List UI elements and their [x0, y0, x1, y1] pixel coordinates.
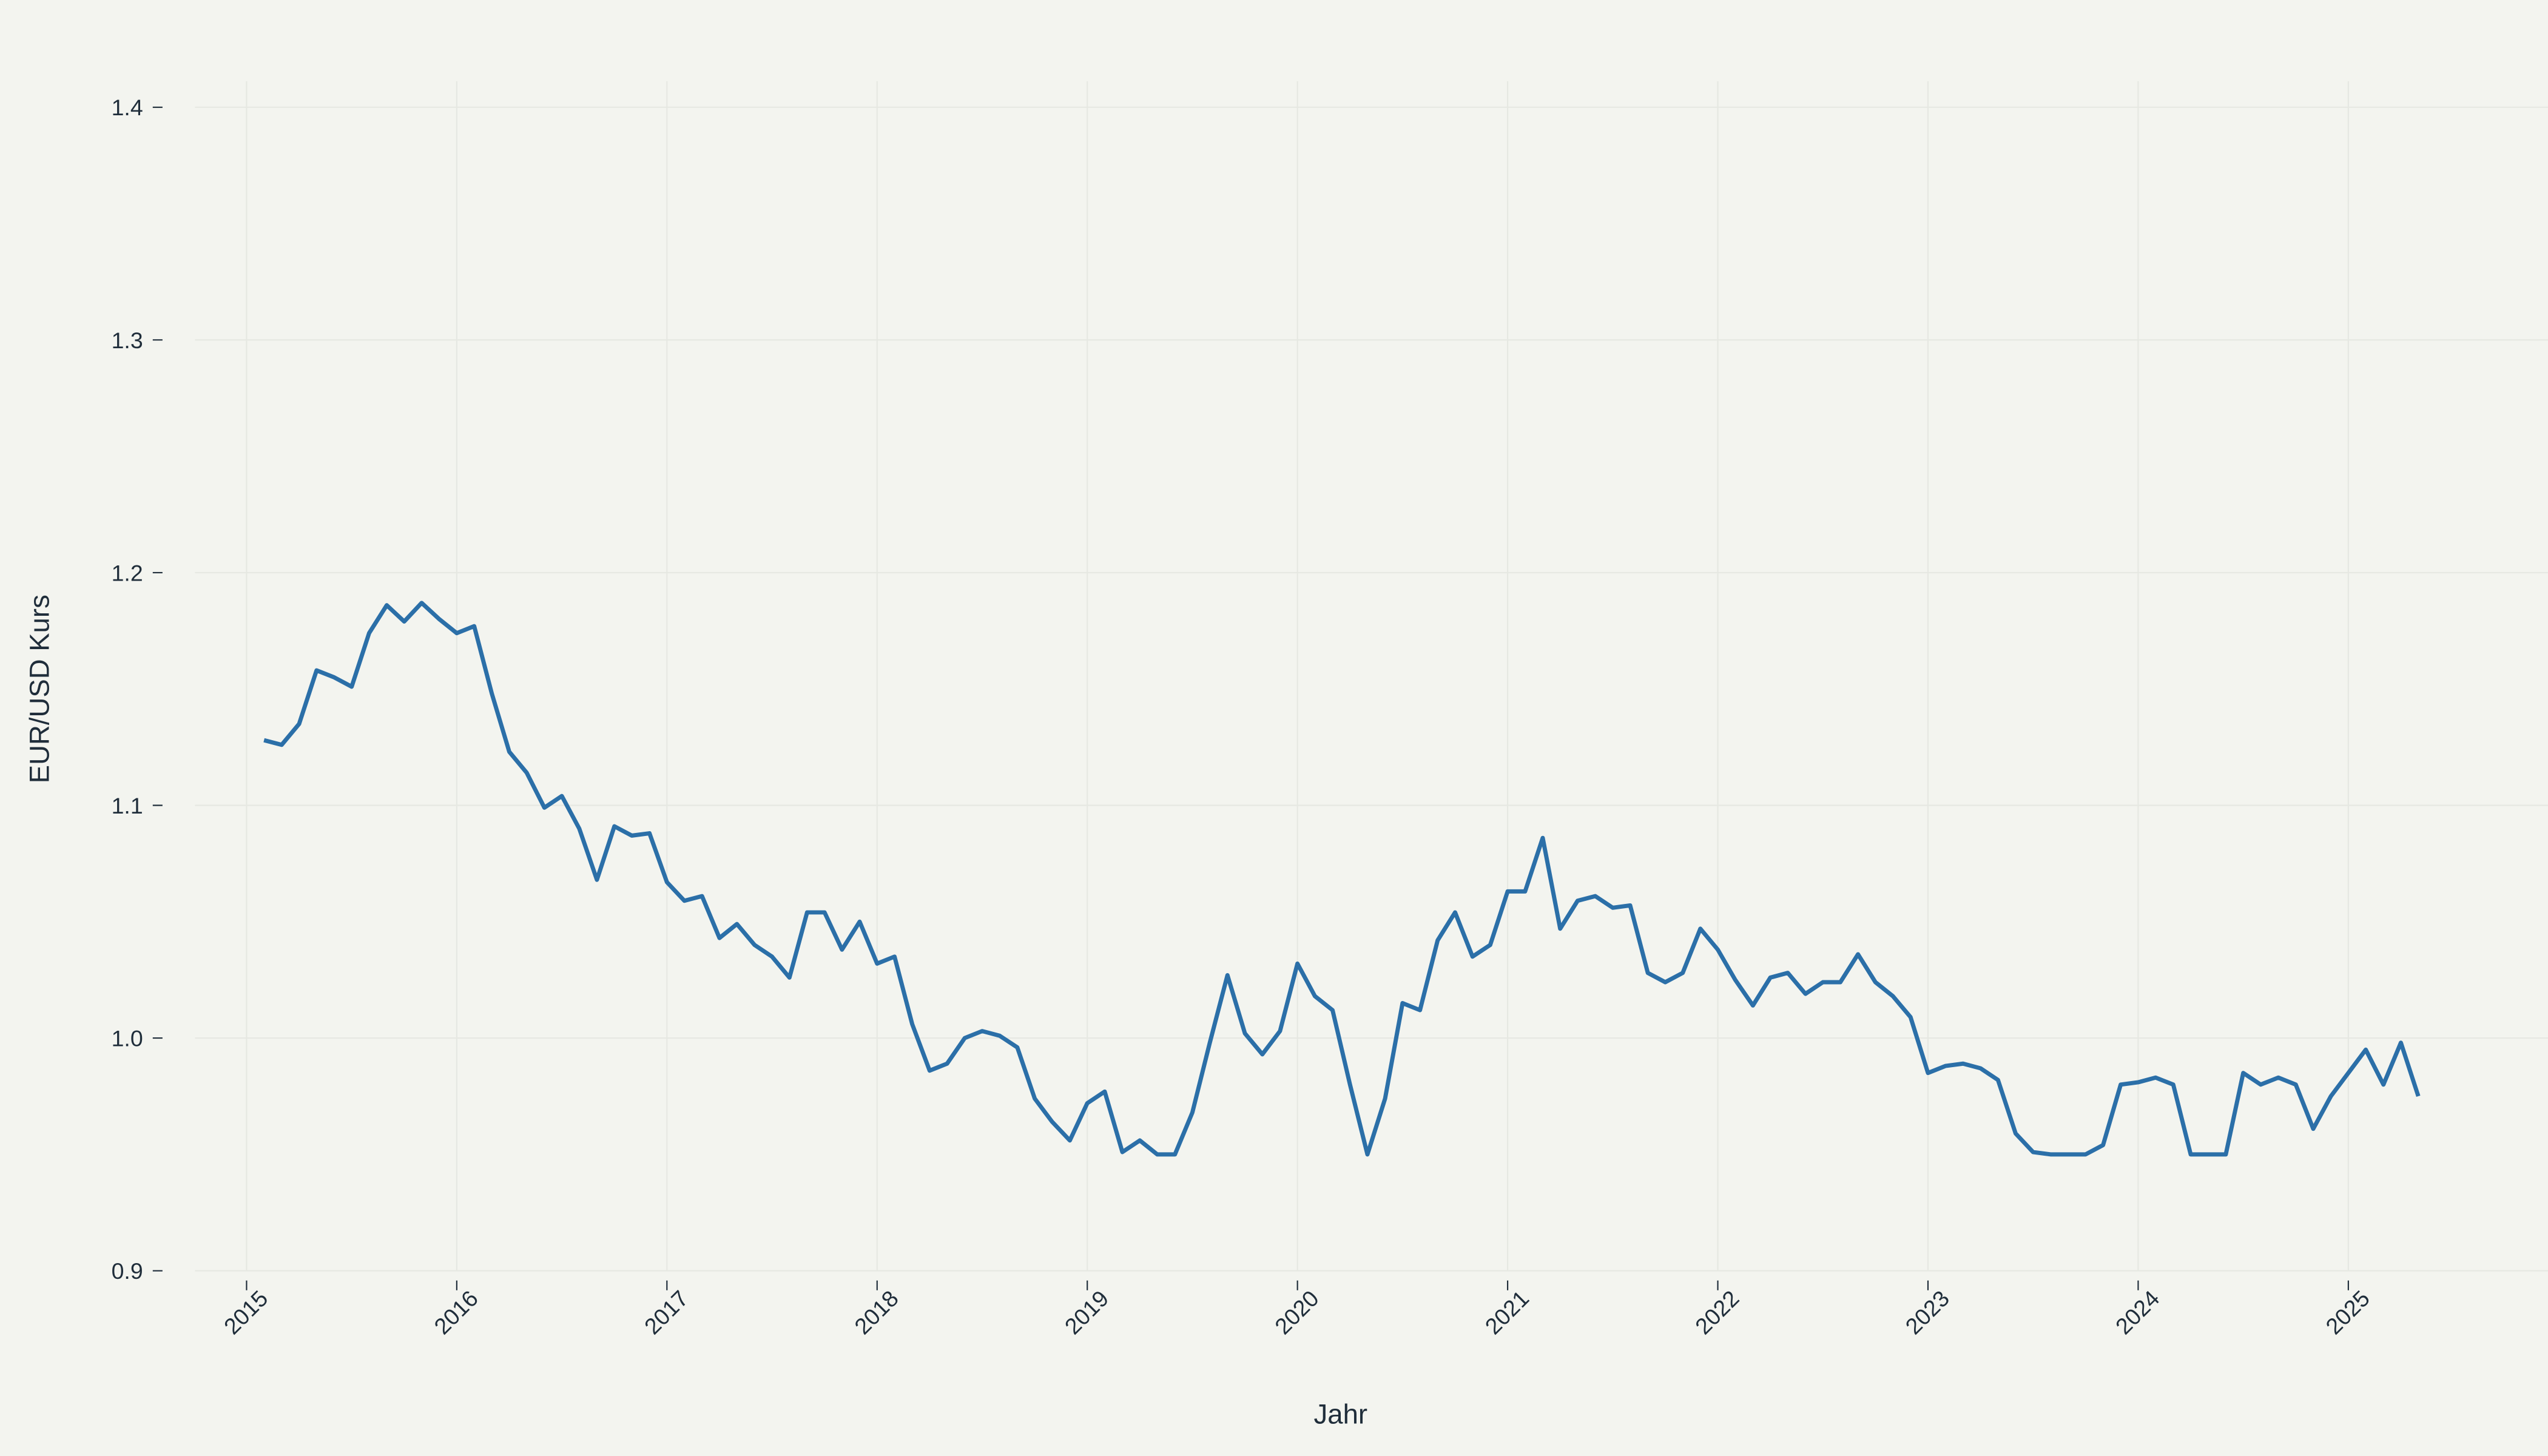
- y-tick-label: 1.0: [112, 1025, 143, 1051]
- x-axis-label: Jahr: [1314, 1398, 1368, 1429]
- y-axis-label: EUR/USD Kurs: [24, 595, 55, 783]
- y-tick-label: 1.4: [112, 95, 143, 120]
- y-tick-label: 0.9: [112, 1258, 143, 1284]
- y-tick-label: 1.3: [112, 328, 143, 353]
- y-tick-label: 1.2: [112, 560, 143, 585]
- y-tick-label: 1.1: [112, 793, 143, 818]
- data-line: [263, 601, 2421, 1157]
